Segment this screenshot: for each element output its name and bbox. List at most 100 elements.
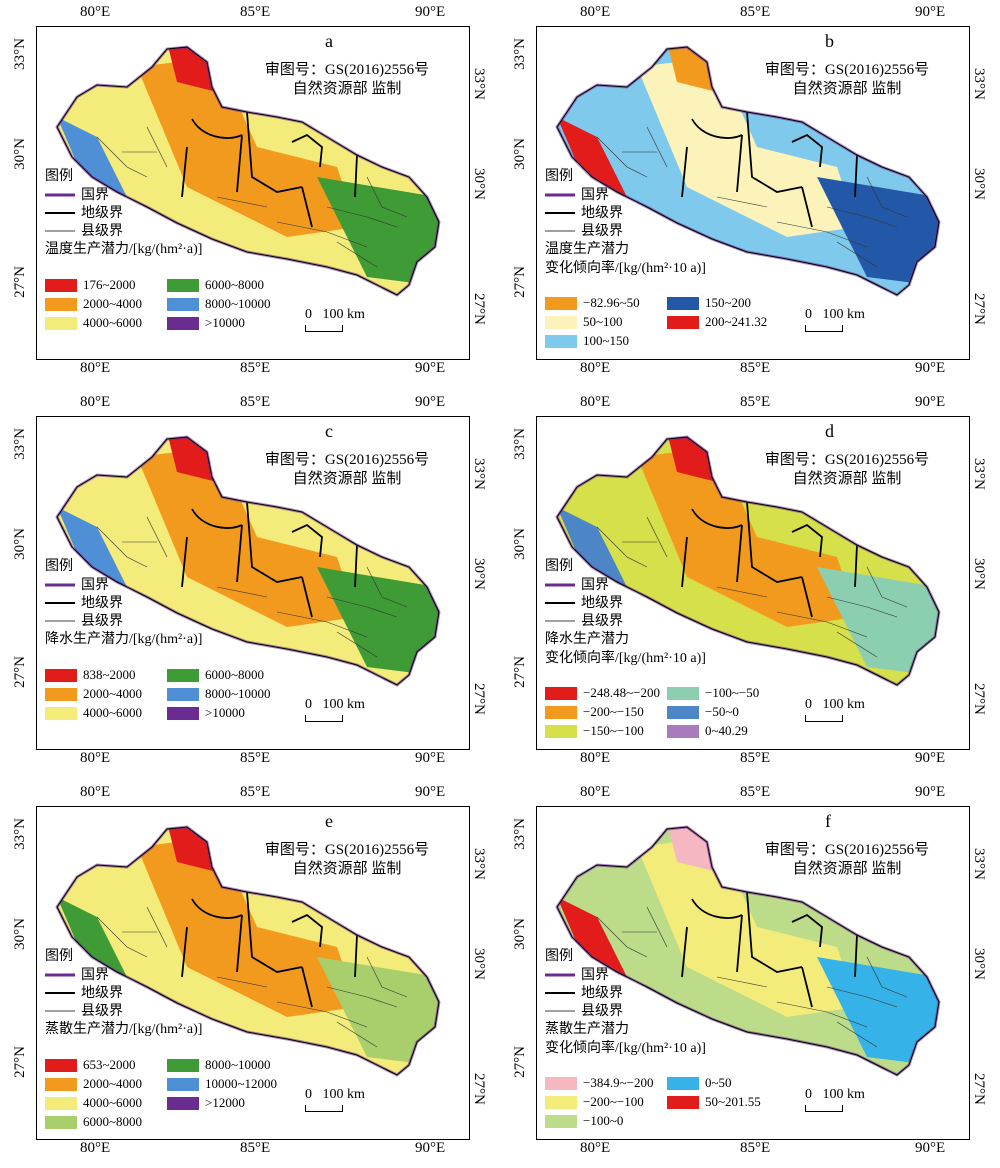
legend-county: 县级界 — [581, 223, 623, 239]
longitude-label: 85°E — [740, 784, 771, 800]
study-area-map — [55, 435, 441, 687]
class-swatch — [167, 1096, 199, 1110]
class-zone — [137, 447, 357, 627]
class-label: 100~150 — [583, 333, 630, 348]
map-frame: c 审图号：GS(2016)2556号 自然资源部 监制 图例 国界 地级界 县级界… — [36, 416, 470, 750]
legend: 图例 国界 地级界 县级界 蒸散生产潜力 变化倾向率/[kg/(hm²·10 a… — [545, 947, 706, 1058]
study-area-map — [55, 45, 441, 297]
legend-national: 国界 — [581, 577, 609, 593]
national-boundary-symbol — [545, 583, 575, 587]
map-review-number: 审图号：GS(2016)2556号 自然资源部 监制 — [264, 62, 430, 97]
class-swatch — [167, 687, 199, 701]
longitude-label: 90°E — [915, 4, 946, 20]
longitude-label: 85°E — [740, 1140, 771, 1156]
class-item: 8000~10000 — [167, 296, 271, 312]
prefecture-boundary — [691, 508, 743, 529]
class-zone — [57, 117, 127, 197]
class-title-line2: 变化倾向率/[kg/(hm²·10 a)] — [545, 651, 706, 666]
national-boundary-line — [56, 826, 440, 1076]
county-boundary — [366, 956, 408, 998]
prefecture-boundary — [354, 934, 358, 978]
prefecture-boundary — [301, 186, 313, 228]
latitude-label-left: 27°N — [512, 656, 528, 688]
prefecture-boundary — [854, 154, 858, 198]
latitude-label-right: 27°N — [971, 1073, 987, 1105]
legend-prefecture: 地级界 — [81, 595, 123, 611]
panel-letter: c — [325, 421, 333, 441]
prefecture-boundary-symbol — [545, 602, 575, 604]
latitude-label-right: 33°N — [971, 68, 987, 100]
longitude-label: 90°E — [915, 360, 946, 376]
class-swatch — [545, 1114, 577, 1128]
latitude-label-left: 27°N — [12, 1046, 28, 1078]
prefecture-boundary — [236, 914, 243, 973]
class-item: −82.96~50 — [545, 295, 640, 311]
longitude-label: 80°E — [580, 784, 611, 800]
class-item: 2000~4000 — [45, 1076, 142, 1092]
longitude-label: 80°E — [80, 4, 111, 20]
county-boundary-symbol — [545, 1010, 575, 1012]
class-label: −100~0 — [583, 1113, 624, 1128]
prefecture-boundary — [681, 536, 688, 588]
longitude-label: 90°E — [915, 394, 946, 410]
class-title-line2: 变化倾向率/[kg/(hm²·10 a)] — [545, 1041, 706, 1056]
county-boundary — [336, 631, 378, 658]
longitude-label: 85°E — [240, 360, 271, 376]
latitude-label-right: 30°N — [471, 948, 487, 980]
latitude-label-right: 33°N — [471, 848, 487, 880]
class-label: >10000 — [205, 315, 245, 330]
county-boundary — [646, 906, 668, 948]
class-swatch — [667, 296, 699, 310]
longitude-label: 80°E — [80, 360, 111, 376]
class-item: −150~−100 — [545, 723, 644, 739]
class-title: 降水生产潜力 — [545, 632, 629, 647]
legend-county: 县级界 — [81, 1003, 123, 1019]
prefecture-boundary — [791, 133, 823, 168]
longitude-label: 85°E — [240, 784, 271, 800]
latitude-label-right: 27°N — [471, 1073, 487, 1105]
class-item: 100~150 — [545, 333, 629, 349]
longitude-label: 85°E — [740, 360, 771, 376]
county-boundary — [646, 516, 668, 558]
county-boundary — [276, 221, 368, 248]
class-swatch — [45, 1077, 77, 1091]
legend: 图例 国界 地级界 县级界 温度生产潜力/[kg/(hm²·a)] — [45, 167, 202, 259]
latitude-label-right: 30°N — [971, 948, 987, 980]
class-swatch — [167, 297, 199, 311]
class-item: 0~40.29 — [667, 723, 748, 739]
legend-title: 图例 — [545, 949, 573, 964]
prefecture-boundary — [246, 111, 303, 193]
map-panel-c: 80°E 85°E 90°E 80°E 85°E 90°E 33°N 30°N 27°N 33°N… — [10, 394, 490, 778]
prefecture-boundary-symbol — [545, 992, 575, 994]
class-title: 蒸散生产潜力/[kg/(hm²·a)] — [45, 1022, 203, 1037]
county-boundary — [146, 906, 168, 948]
class-item: −50~0 — [667, 704, 739, 720]
class-title: 温度生产潜力 — [545, 242, 629, 257]
legend-title: 图例 — [545, 559, 573, 574]
class-swatch — [667, 315, 699, 329]
county-boundary — [326, 206, 398, 228]
prefecture-boundary — [236, 134, 243, 193]
latitude-label-left: 27°N — [12, 266, 28, 298]
class-item: −200~−100 — [545, 1094, 644, 1110]
county-boundary — [776, 1001, 868, 1028]
legend-prefecture: 地级界 — [581, 595, 623, 611]
legend-prefecture: 地级界 — [81, 205, 123, 221]
class-item: 200~241.32 — [667, 314, 767, 330]
prefecture-boundary — [791, 523, 823, 558]
class-label: 2000~4000 — [83, 1076, 143, 1091]
latitude-label-right: 30°N — [471, 558, 487, 590]
county-boundary — [96, 916, 148, 958]
study-area-map — [555, 435, 941, 687]
class-zone — [637, 57, 857, 237]
legend-county: 县级界 — [81, 613, 123, 629]
latitude-label-left: 30°N — [512, 918, 528, 950]
class-label: 200~241.32 — [705, 314, 768, 329]
class-label: −248.48~−200 — [583, 685, 660, 700]
class-swatch — [545, 1076, 577, 1090]
prefecture-boundary — [736, 914, 743, 973]
class-item: 176~2000 — [45, 277, 136, 293]
study-area-map — [555, 825, 941, 1077]
class-swatch — [667, 724, 699, 738]
longitude-label: 85°E — [740, 750, 771, 766]
